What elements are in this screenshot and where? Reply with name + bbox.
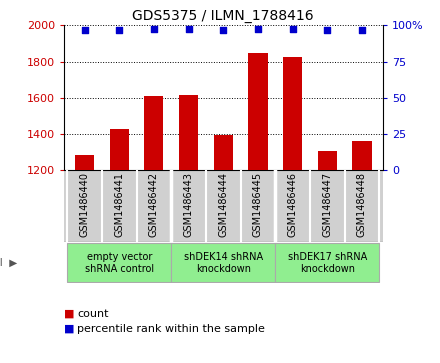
Bar	[171, 243, 275, 282]
Bar	[67, 243, 171, 282]
Text: GSM1486445: GSM1486445	[253, 172, 263, 237]
Text: GSM1486448: GSM1486448	[357, 172, 367, 237]
Bar	[283, 57, 302, 170]
Text: ■: ■	[64, 323, 74, 334]
Text: GSM1486442: GSM1486442	[149, 172, 159, 237]
Bar	[352, 141, 371, 170]
Bar	[318, 151, 337, 170]
Bar	[275, 243, 379, 282]
Text: count: count	[77, 309, 109, 319]
Title: GDS5375 / ILMN_1788416: GDS5375 / ILMN_1788416	[132, 9, 314, 23]
Bar	[179, 95, 198, 170]
Bar	[249, 53, 268, 170]
Point	[289, 26, 296, 32]
Point	[220, 27, 227, 33]
Bar	[110, 129, 129, 170]
Text: GSM1486440: GSM1486440	[80, 172, 90, 237]
Point	[150, 26, 158, 32]
Bar	[75, 155, 94, 170]
Text: GSM1486444: GSM1486444	[218, 172, 228, 237]
Text: empty vector
shRNA control: empty vector shRNA control	[85, 252, 154, 274]
Text: GSM1486441: GSM1486441	[114, 172, 124, 237]
Text: GSM1486446: GSM1486446	[288, 172, 297, 237]
Text: GSM1486447: GSM1486447	[323, 172, 332, 237]
Point	[359, 27, 366, 33]
Point	[185, 26, 192, 32]
Text: shDEK17 shRNA
knockdown: shDEK17 shRNA knockdown	[288, 252, 367, 274]
Bar	[144, 96, 164, 170]
Point	[254, 26, 261, 32]
Point	[81, 27, 88, 33]
Text: ■: ■	[64, 309, 74, 319]
Point	[116, 27, 123, 33]
Text: protocol  ▶: protocol ▶	[0, 258, 18, 268]
Bar	[214, 135, 233, 170]
Text: GSM1486443: GSM1486443	[183, 172, 194, 237]
Text: percentile rank within the sample: percentile rank within the sample	[77, 323, 265, 334]
Text: shDEK14 shRNA
knockdown: shDEK14 shRNA knockdown	[184, 252, 263, 274]
Point	[324, 27, 331, 33]
